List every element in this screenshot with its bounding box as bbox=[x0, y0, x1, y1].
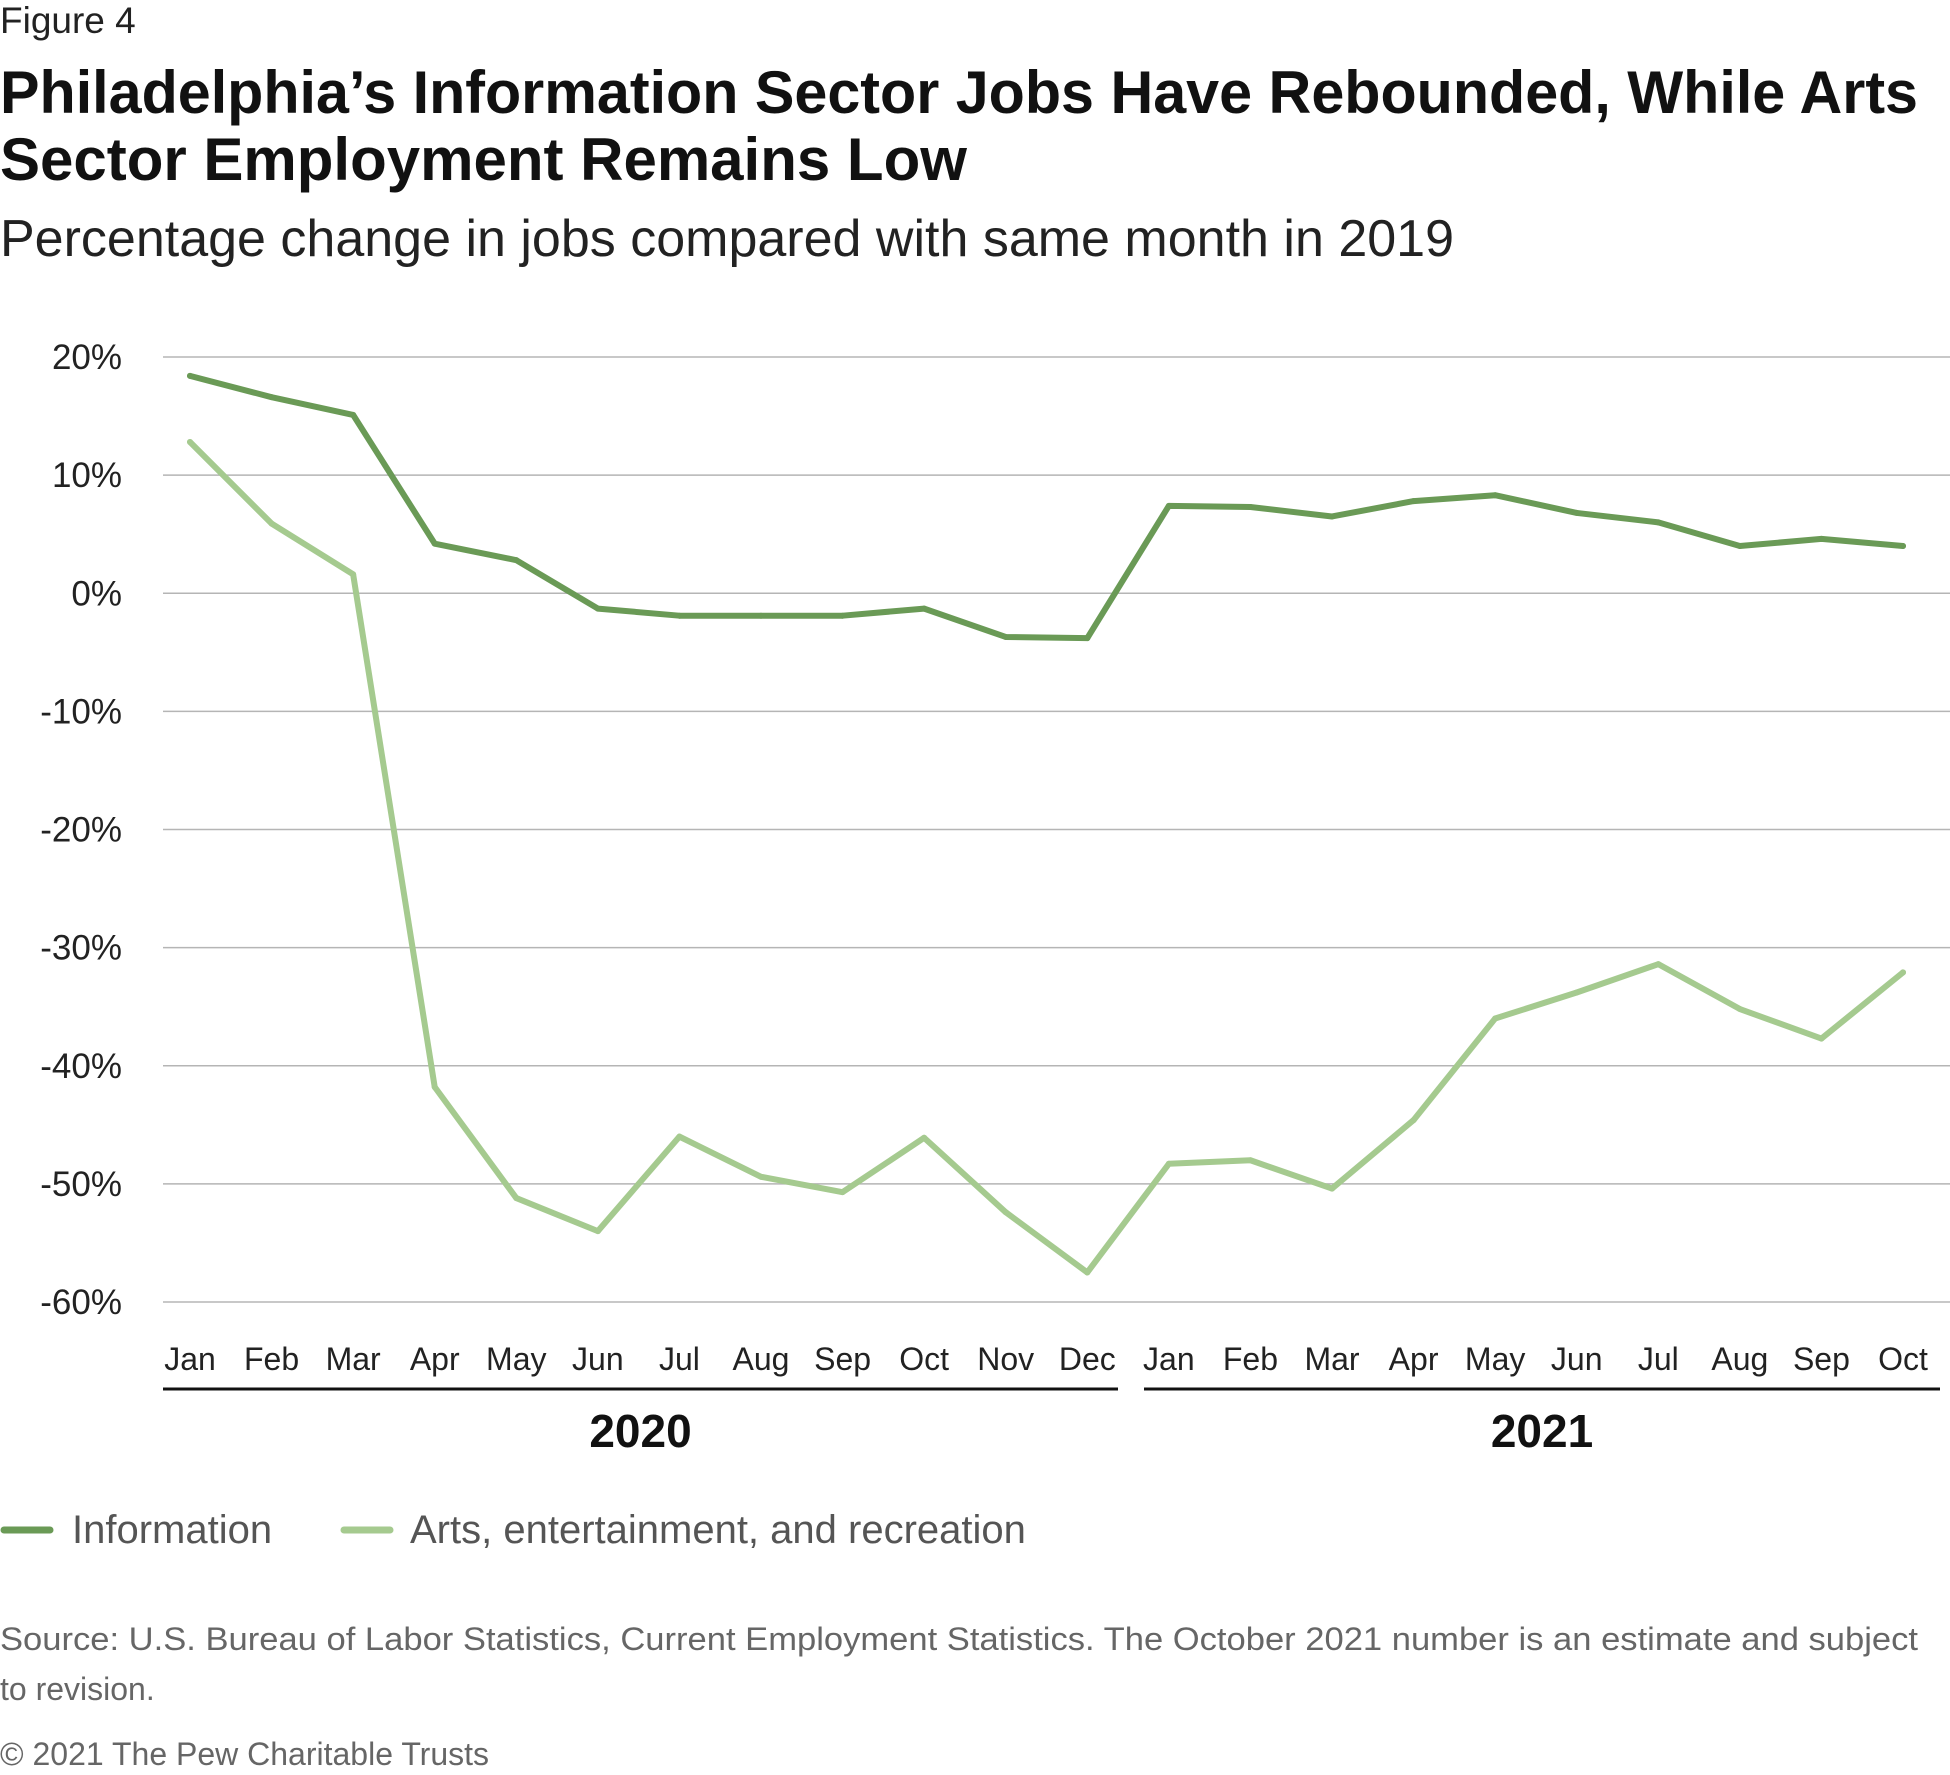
x-tick-label: May bbox=[1465, 1341, 1525, 1377]
data-point bbox=[1492, 1015, 1499, 1022]
y-tick-label: 0% bbox=[71, 574, 122, 613]
y-tick-label: -60% bbox=[40, 1283, 122, 1322]
data-point bbox=[350, 571, 357, 578]
year-label: 2020 bbox=[589, 1405, 691, 1457]
data-point bbox=[921, 605, 928, 612]
x-axis-ticks: Jan Feb Mar Apr May Jun Jul Aug Sep Oct Nov Dec Jan F… bbox=[164, 1341, 1928, 1377]
data-point bbox=[513, 557, 520, 564]
data-point bbox=[594, 605, 601, 612]
y-tick-label: 10% bbox=[52, 456, 122, 495]
data-point bbox=[431, 1084, 438, 1091]
x-tick-label: Apr bbox=[410, 1341, 460, 1377]
figure-label: Figure 4 bbox=[0, 0, 136, 41]
x-tick-label: Feb bbox=[244, 1341, 299, 1377]
x-tick-label: Sep bbox=[814, 1341, 871, 1377]
copyright: © 2021 The Pew Charitable Trusts bbox=[0, 1736, 489, 1772]
source-note-line-1: Source: U.S. Bureau of Labor Statistics,… bbox=[0, 1621, 1918, 1657]
data-point bbox=[1084, 1269, 1091, 1276]
data-point bbox=[1900, 969, 1906, 976]
x-tick-label: Dec bbox=[1059, 1341, 1116, 1377]
x-tick-label: Mar bbox=[1304, 1341, 1359, 1377]
x-tick-label: Jun bbox=[1551, 1341, 1603, 1377]
data-point bbox=[921, 1134, 928, 1141]
x-tick-label: Feb bbox=[1223, 1341, 1278, 1377]
x-tick-label: Nov bbox=[977, 1341, 1034, 1377]
data-point bbox=[1900, 543, 1906, 549]
data-point bbox=[676, 612, 683, 619]
legend-label-information: Information bbox=[72, 1508, 272, 1552]
chart-title-line-2: Sector Employment Remains Low bbox=[0, 126, 967, 193]
data-point bbox=[1165, 502, 1172, 509]
data-point bbox=[1002, 633, 1009, 640]
data-point bbox=[513, 1195, 520, 1202]
data-point bbox=[1655, 961, 1662, 968]
series-lines bbox=[187, 372, 1906, 1276]
legend: Information Arts, entertainment, and rec… bbox=[0, 1508, 1026, 1552]
series-line-arts bbox=[187, 439, 1906, 1276]
legend-label-arts: Arts, entertainment, and recreation bbox=[410, 1508, 1026, 1552]
y-tick-label: -10% bbox=[40, 692, 122, 731]
y-tick-label: -20% bbox=[40, 811, 122, 850]
x-tick-label: Aug bbox=[733, 1341, 790, 1377]
x-tick-label: Aug bbox=[1711, 1341, 1768, 1377]
x-tick-label: Oct bbox=[899, 1341, 949, 1377]
data-point bbox=[268, 394, 275, 401]
data-point bbox=[839, 1189, 846, 1196]
year-groups: 2020 2021 bbox=[163, 1387, 1940, 1457]
x-tick-label: Mar bbox=[326, 1341, 381, 1377]
chart-subtitle: Percentage change in jobs compared with … bbox=[0, 210, 1454, 268]
x-tick-label: Oct bbox=[1878, 1341, 1928, 1377]
x-tick-label: Jul bbox=[1638, 1341, 1679, 1377]
x-tick-label: Sep bbox=[1793, 1341, 1850, 1377]
data-point bbox=[758, 1173, 764, 1180]
data-point bbox=[1573, 509, 1580, 516]
y-axis-ticks: 20% 10% 0% -10% -20% -30% -40% -50% -60% bbox=[40, 338, 122, 1322]
data-point bbox=[1573, 989, 1580, 996]
data-point bbox=[839, 612, 846, 619]
data-point bbox=[1410, 1117, 1417, 1124]
x-tick-label: May bbox=[486, 1341, 546, 1377]
data-point bbox=[1736, 1006, 1743, 1013]
y-tick-label: -30% bbox=[40, 929, 122, 968]
x-tick-label: Jun bbox=[572, 1341, 624, 1377]
data-point bbox=[1084, 635, 1091, 642]
data-point bbox=[187, 372, 193, 379]
data-point bbox=[1247, 504, 1254, 511]
data-point bbox=[594, 1228, 601, 1235]
data-point bbox=[1410, 498, 1417, 505]
x-tick-label: Jan bbox=[164, 1341, 216, 1377]
data-point bbox=[758, 612, 764, 619]
x-tick-label: Jan bbox=[1143, 1341, 1195, 1377]
series-line-information bbox=[187, 372, 1906, 642]
data-point bbox=[431, 540, 438, 547]
y-tick-label: -50% bbox=[40, 1165, 122, 1204]
y-tick-label: 20% bbox=[52, 338, 122, 377]
data-point bbox=[676, 1133, 683, 1140]
data-point bbox=[350, 411, 357, 418]
data-point bbox=[1736, 543, 1743, 549]
data-point bbox=[1329, 513, 1335, 520]
data-point bbox=[1655, 519, 1662, 526]
y-tick-label: -40% bbox=[40, 1047, 122, 1086]
data-point bbox=[1329, 1185, 1335, 1192]
chart-title-line-1: Philadelphia’s Information Sector Jobs H… bbox=[0, 59, 1918, 126]
source-note-line-2: to revision. bbox=[0, 1671, 155, 1707]
gridlines bbox=[163, 356, 1950, 1303]
data-point bbox=[1247, 1157, 1254, 1164]
data-point bbox=[268, 520, 275, 527]
data-point bbox=[1818, 1035, 1825, 1042]
x-tick-label: Apr bbox=[1389, 1341, 1439, 1377]
data-point bbox=[1165, 1160, 1172, 1167]
data-point bbox=[1818, 535, 1825, 542]
data-point bbox=[1002, 1209, 1009, 1216]
x-tick-label: Jul bbox=[659, 1341, 700, 1377]
data-point bbox=[1492, 492, 1499, 499]
data-point bbox=[187, 439, 193, 446]
year-label: 2021 bbox=[1491, 1405, 1593, 1457]
